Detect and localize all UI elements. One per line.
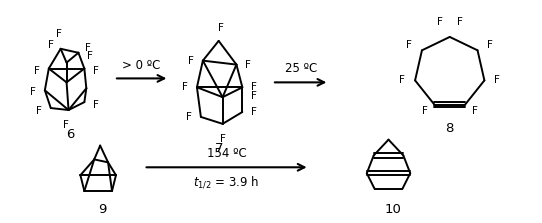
Text: F: F (251, 107, 257, 117)
Text: F: F (251, 82, 257, 92)
Text: F: F (188, 56, 194, 66)
Text: F: F (487, 40, 493, 50)
Text: 7: 7 (215, 142, 223, 155)
Text: F: F (494, 75, 500, 85)
Text: 6: 6 (66, 128, 75, 141)
Text: F: F (87, 51, 93, 61)
Text: F: F (56, 29, 62, 39)
Text: F: F (186, 112, 192, 122)
Text: F: F (48, 40, 54, 50)
Text: F: F (63, 120, 68, 130)
Text: F: F (457, 17, 462, 27)
Text: F: F (437, 17, 443, 27)
Text: 8: 8 (446, 122, 454, 135)
Text: F: F (34, 66, 40, 76)
Text: F: F (93, 100, 99, 110)
Text: F: F (399, 75, 405, 85)
Text: F: F (251, 91, 257, 101)
Text: 25 ºC: 25 ºC (285, 62, 317, 75)
Text: F: F (220, 134, 225, 144)
Text: F: F (406, 40, 412, 50)
Text: F: F (85, 43, 91, 53)
Text: 154 ºC: 154 ºC (207, 147, 247, 160)
Text: F: F (36, 106, 42, 116)
Text: > 0 ºC: > 0 ºC (122, 58, 161, 72)
Text: $t_{1/2}$ = 3.9 h: $t_{1/2}$ = 3.9 h (193, 174, 260, 190)
Text: F: F (472, 106, 478, 116)
Text: F: F (30, 87, 36, 97)
Text: 9: 9 (98, 203, 106, 216)
Text: F: F (422, 106, 428, 116)
Text: F: F (218, 23, 223, 33)
Text: F: F (93, 66, 99, 76)
Text: F: F (182, 82, 188, 92)
Text: F: F (246, 60, 251, 70)
Text: 10: 10 (385, 203, 402, 216)
